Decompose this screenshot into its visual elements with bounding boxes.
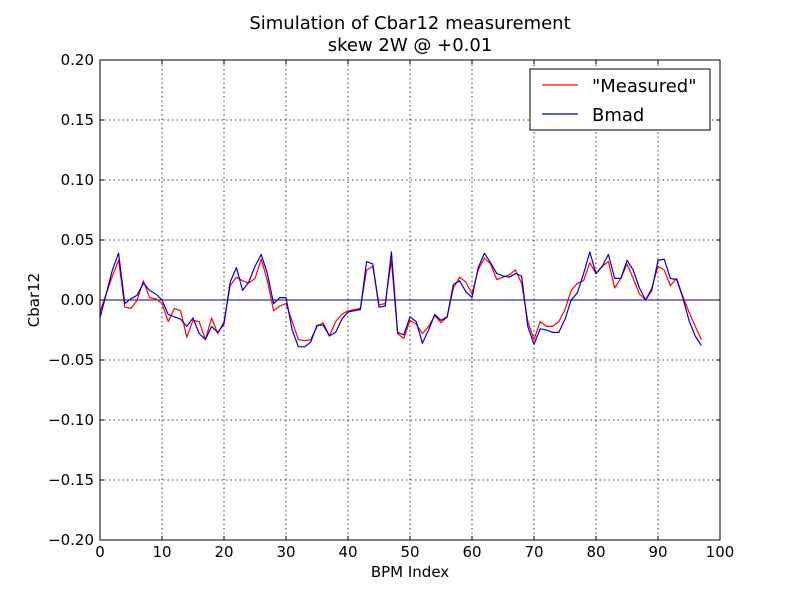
series-line-bmad [99, 251, 702, 348]
x-tick-label: 100 [706, 543, 735, 561]
x-tick-label: 70 [524, 543, 543, 561]
x-tick-labels: 0 10 20 30 40 50 60 70 80 90 100 [95, 543, 734, 561]
x-tick-label: 40 [338, 543, 357, 561]
x-tick-label: 20 [214, 543, 233, 561]
y-tick-label: −0.15 [48, 471, 94, 489]
chart-title: Simulation of Cbar12 measurement [249, 13, 570, 34]
x-tick-label: 10 [152, 543, 171, 561]
y-tick-label: 0.00 [61, 291, 94, 309]
legend-box [529, 68, 711, 131]
y-tick-label: 0.20 [61, 51, 94, 69]
ticks [99, 59, 721, 541]
series-layer [99, 251, 702, 348]
legend: "Measured" Bmad [529, 68, 711, 131]
x-tick-label: 0 [95, 543, 105, 561]
y-tick-label: −0.10 [48, 411, 94, 429]
x-tick-label: 50 [400, 543, 419, 561]
chart-subtitle: skew 2W @ +0.01 [328, 35, 493, 56]
legend-label-bmad: Bmad [592, 105, 644, 126]
y-tick-labels: −0.20 −0.15 −0.10 −0.05 0.00 0.05 0.10 0.15 0.20 [48, 51, 94, 549]
x-axis-label: BPM Index [371, 563, 449, 581]
y-tick-label: −0.05 [48, 351, 94, 369]
legend-label-measured: "Measured" [592, 76, 696, 97]
x-tick-label: 30 [276, 543, 295, 561]
y-tick-label: 0.10 [61, 171, 94, 189]
x-tick-label: 60 [462, 543, 481, 561]
y-axis-label: Cbar12 [25, 273, 43, 327]
y-tick-label: −0.20 [48, 531, 94, 549]
x-tick-label: 80 [586, 543, 605, 561]
x-tick-label: 90 [648, 543, 667, 561]
y-tick-label: 0.05 [61, 231, 94, 249]
y-tick-label: 0.15 [61, 111, 94, 129]
